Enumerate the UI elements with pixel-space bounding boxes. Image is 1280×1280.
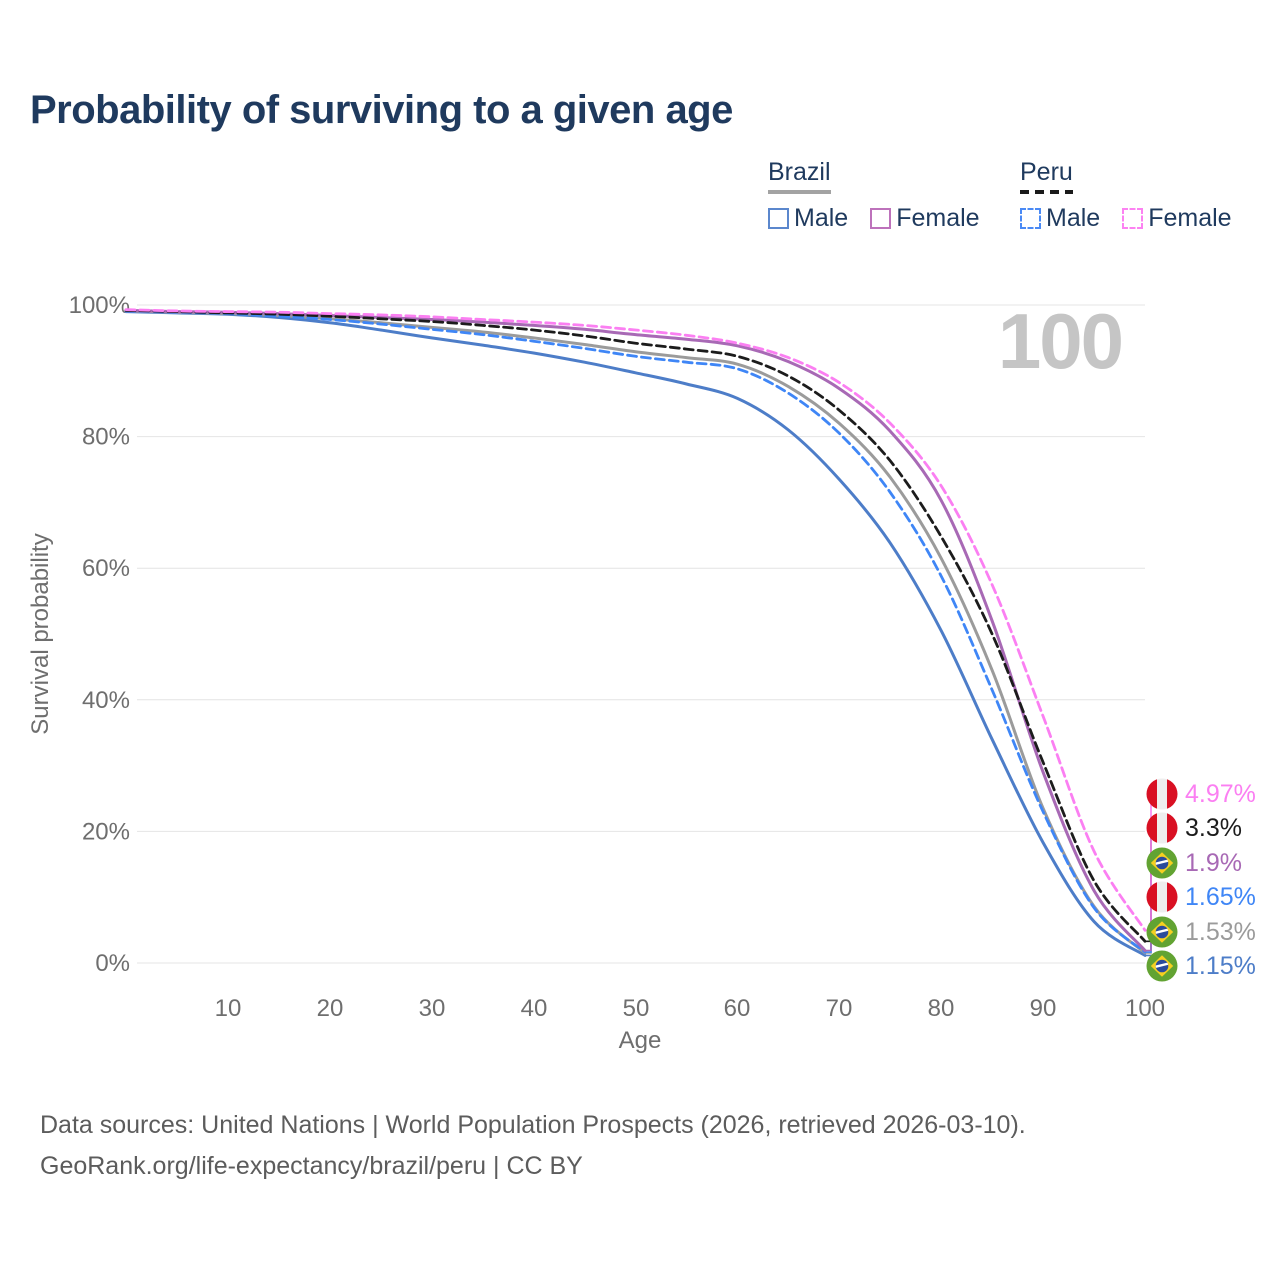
end-label-brazil-female: 1.9% xyxy=(1146,846,1242,880)
y-tick: 80% xyxy=(82,424,130,451)
x-tick: 80 xyxy=(928,995,955,1022)
y-tick: 0% xyxy=(95,950,130,977)
x-axis-label: Age xyxy=(619,1027,662,1054)
x-axis-ticks: 10 20 30 40 50 60 70 80 90 100 xyxy=(215,995,1165,1022)
brazil-solid-line-swatch xyxy=(768,190,831,194)
legend-item-peru-male[interactable]: Male xyxy=(1020,204,1100,233)
x-tick: 90 xyxy=(1030,995,1057,1022)
brazil-flag-icon xyxy=(1146,847,1178,879)
end-label-peru-female: 4.97% xyxy=(1146,777,1256,811)
legend-group-brazil: Brazil Male Female xyxy=(768,158,980,233)
end-value: 3.3% xyxy=(1185,813,1242,842)
legend: Brazil Male Female Peru xyxy=(0,158,1280,248)
legend-label: Female xyxy=(896,204,980,232)
y-tick: 100% xyxy=(69,292,130,319)
y-tick: 40% xyxy=(82,687,130,714)
end-value: 1.9% xyxy=(1185,848,1242,877)
data-sources-line: Data sources: United Nations | World Pop… xyxy=(40,1111,1026,1139)
legend-label: Male xyxy=(1046,204,1101,232)
peru-flag-icon xyxy=(1146,881,1178,913)
legend-country-brazil: Brazil xyxy=(768,158,831,194)
x-tick: 20 xyxy=(317,995,344,1022)
peru-flag-icon xyxy=(1146,812,1178,844)
footer-attribution: Data sources: United Nations | World Pop… xyxy=(40,1105,1026,1187)
gridlines xyxy=(137,304,1145,964)
y-axis-label: Survival probability xyxy=(27,533,54,734)
y-tick: 60% xyxy=(82,555,130,582)
legend-label: Female xyxy=(1148,204,1232,232)
peru-male-checkbox[interactable] xyxy=(1020,208,1041,229)
series-line-peru[interactable] xyxy=(124,308,1147,943)
series-line-brazil-male[interactable] xyxy=(124,310,1147,957)
brazil-female-checkbox[interactable] xyxy=(870,208,892,229)
peru-dashed-line-swatch xyxy=(1020,190,1073,194)
end-label-peru-male: 1.65% xyxy=(1146,880,1256,914)
legend-label: Male xyxy=(794,204,849,232)
brazil-flag-icon xyxy=(1146,916,1178,948)
age-watermark: 100 xyxy=(998,297,1122,385)
brazil-flag-icon xyxy=(1146,950,1178,982)
page-title: Probability of surviving to a given age xyxy=(30,88,733,132)
end-value: 1.15% xyxy=(1185,951,1256,980)
x-tick: 10 xyxy=(215,995,242,1022)
end-value: 1.53% xyxy=(1185,917,1256,946)
end-label-brazil-male: 1.15% xyxy=(1146,949,1256,983)
x-tick: 50 xyxy=(623,995,650,1022)
end-value: 4.97% xyxy=(1185,779,1256,808)
x-tick: 70 xyxy=(826,995,853,1022)
series-line-brazil-female[interactable] xyxy=(124,308,1147,952)
x-tick: 100 xyxy=(1125,995,1165,1022)
brazil-male-checkbox[interactable] xyxy=(768,208,789,229)
legend-item-brazil-male[interactable]: Male xyxy=(768,204,848,233)
end-value: 1.65% xyxy=(1185,882,1256,911)
x-tick: 40 xyxy=(521,995,548,1022)
x-tick: 60 xyxy=(724,995,751,1022)
end-label-brazil-total: 1.53% xyxy=(1146,915,1256,949)
series-line-peru-female[interactable] xyxy=(124,308,1147,932)
x-tick: 30 xyxy=(419,995,446,1022)
series-line-peru-male[interactable] xyxy=(124,309,1147,954)
y-tick: 20% xyxy=(82,818,130,845)
legend-country-peru: Peru xyxy=(1020,158,1073,194)
end-label-peru-total: 3.3% xyxy=(1146,811,1242,845)
y-axis-ticks: 0% 20% 40% 60% 80% 100% xyxy=(69,292,130,977)
peru-flag-icon xyxy=(1146,778,1178,810)
legend-item-brazil-female[interactable]: Female xyxy=(870,204,980,233)
legend-group-peru: Peru Male Female xyxy=(1020,158,1232,233)
peru-female-checkbox[interactable] xyxy=(1122,208,1144,229)
source-url-line: GeoRank.org/life-expectancy/brazil/peru … xyxy=(40,1152,583,1180)
legend-item-peru-female[interactable]: Female xyxy=(1122,204,1232,233)
series-curves xyxy=(124,308,1158,966)
